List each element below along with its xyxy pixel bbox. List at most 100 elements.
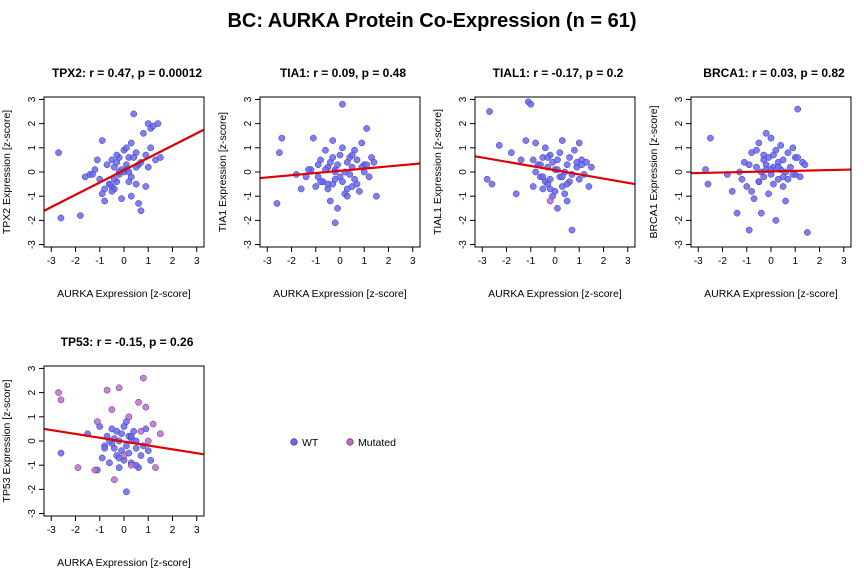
point-wt xyxy=(767,134,775,142)
point-wt xyxy=(89,171,96,178)
point-wt xyxy=(343,185,351,193)
regression-line xyxy=(44,427,204,456)
y-tick-label: 2 xyxy=(674,120,685,126)
point-wt xyxy=(98,190,106,198)
point-wt xyxy=(154,120,162,127)
point-wt xyxy=(779,156,787,164)
point-wt xyxy=(147,457,155,464)
y-tick-label: 3 xyxy=(243,96,254,102)
y-axis-label: TPX2 Expression [z-score] xyxy=(1,110,13,234)
point-mutated xyxy=(55,389,62,396)
point-mutated xyxy=(74,464,82,471)
point-wt xyxy=(326,197,334,205)
point-wt xyxy=(794,105,802,113)
point-wt xyxy=(563,180,571,188)
y-tick-label: 0 xyxy=(458,169,469,175)
point-wt xyxy=(488,180,496,188)
y-tick-label: 1 xyxy=(458,145,469,151)
point-wt xyxy=(343,192,351,200)
point-wt xyxy=(147,144,155,152)
point-wt xyxy=(743,183,751,190)
point-wt xyxy=(358,139,366,147)
point-wt xyxy=(556,149,564,156)
x-tick-label: 1 xyxy=(576,256,582,267)
point-wt xyxy=(77,212,84,219)
x-tick-label: -2 xyxy=(718,256,727,267)
point-wt xyxy=(558,137,566,144)
point-wt xyxy=(132,180,140,188)
legend-marker-wt xyxy=(290,438,298,446)
x-tick-label: 0 xyxy=(121,256,127,267)
point-wt xyxy=(527,100,535,108)
regression-line xyxy=(260,162,420,180)
point-wt xyxy=(123,488,130,496)
point-wt xyxy=(101,444,108,452)
legend: WT Mutated xyxy=(290,437,396,449)
point-wt xyxy=(539,185,547,193)
point-wt xyxy=(101,197,108,205)
point-wt xyxy=(784,149,792,156)
y-tick-label: 3 xyxy=(674,96,685,102)
point-wt xyxy=(770,151,777,159)
point-wt xyxy=(512,190,520,198)
point-wt xyxy=(365,173,373,181)
x-tick-label: -2 xyxy=(71,525,80,536)
y-tick-label: -3 xyxy=(243,240,254,249)
plot-frame xyxy=(690,96,852,248)
x-tick-label: -2 xyxy=(502,256,511,267)
point-wt xyxy=(544,154,552,161)
point-wt xyxy=(522,137,530,144)
scatter-panel-tpx2: TPX2: r = 0.47, p = 0.00012 -3 -2 -1 0 1 2 3 -3 -… xyxy=(1,66,205,300)
point-wt xyxy=(314,173,322,181)
plot-frame xyxy=(43,365,205,517)
point-wt xyxy=(348,151,356,159)
y-axis-label: TIAL1 Expression [z-score] xyxy=(432,109,444,235)
y-axis-label: BRCA1 Expression [z-score] xyxy=(648,105,660,238)
point-wt xyxy=(339,178,346,186)
panel-title: TIA1: r = 0.09, p = 0.48 xyxy=(280,66,406,80)
point-wt xyxy=(123,442,130,450)
point-wt xyxy=(57,449,65,457)
point-mutated xyxy=(91,466,99,474)
point-wt xyxy=(539,173,547,181)
point-wt xyxy=(305,166,312,173)
point-wt xyxy=(329,137,337,144)
points-layer xyxy=(483,98,595,234)
point-wt xyxy=(588,163,595,171)
point-wt xyxy=(278,134,286,142)
point-wt xyxy=(324,180,332,188)
point-wt xyxy=(356,188,363,195)
point-wt xyxy=(322,146,329,154)
legend-marker-mutated xyxy=(346,438,354,446)
y-axis-label: TIA1 Expression [z-score] xyxy=(217,112,229,232)
point-mutated xyxy=(127,461,135,469)
point-wt xyxy=(770,180,777,188)
point-wt xyxy=(142,183,150,190)
x-tick-label: 1 xyxy=(145,256,151,267)
point-wt xyxy=(346,171,354,178)
points-layer xyxy=(55,374,164,496)
point-mutated xyxy=(93,418,101,425)
x-tick-label: -3 xyxy=(694,256,703,267)
point-wt xyxy=(532,168,539,176)
x-tick-label: 2 xyxy=(817,256,823,267)
point-wt xyxy=(137,207,145,215)
x-tick-label: 0 xyxy=(121,525,127,536)
y-tick-label: 1 xyxy=(243,145,254,151)
x-tick-label: -1 xyxy=(95,525,104,536)
point-wt xyxy=(495,142,503,149)
point-wt xyxy=(132,149,140,156)
point-wt xyxy=(750,195,758,202)
point-wt xyxy=(568,226,576,234)
scatter-panel-tia1: TIA1: r = 0.09, p = 0.48 -3 -2 -1 0 1 2 3 -3 -2 -1… xyxy=(217,66,421,300)
point-wt xyxy=(508,149,515,156)
point-wt xyxy=(363,161,371,169)
point-wt xyxy=(704,180,712,188)
point-wt xyxy=(486,108,493,115)
regression-line xyxy=(475,155,635,186)
x-tick-label: 2 xyxy=(170,525,176,536)
point-mutated xyxy=(144,437,152,445)
point-wt xyxy=(753,163,760,171)
y-tick-label: -1 xyxy=(27,191,38,200)
